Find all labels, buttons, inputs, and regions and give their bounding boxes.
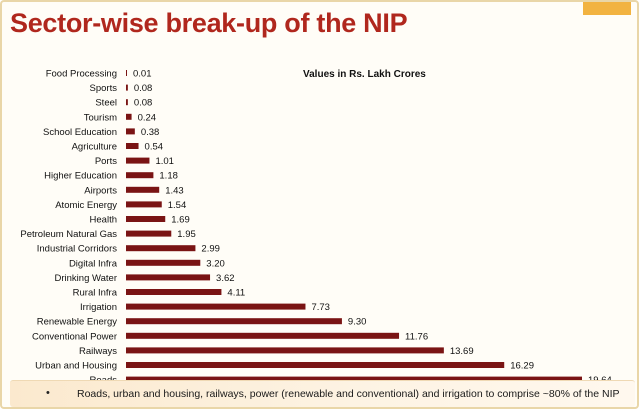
bar-railways bbox=[126, 347, 444, 354]
category-label-drinking-water: Drinking Water bbox=[55, 273, 117, 284]
bar-roads bbox=[126, 376, 582, 383]
category-label-irrigation: Irrigation bbox=[80, 302, 117, 313]
footer-text: Roads, urban and housing, railways, powe… bbox=[77, 388, 620, 400]
category-label-renewable-energy: Renewable Energy bbox=[37, 317, 118, 328]
value-label-drinking-water: 3.62 bbox=[216, 273, 235, 284]
value-label-digital-infra: 3.20 bbox=[206, 258, 225, 269]
bar-airports bbox=[126, 186, 160, 193]
bar-petroleum-natural-gas bbox=[126, 230, 172, 237]
category-label-digital-infra: Digital Infra bbox=[69, 258, 118, 269]
category-label-railways: Railways bbox=[79, 346, 117, 357]
bar-tourism bbox=[126, 113, 132, 120]
value-label-petroleum-natural-gas: 1.95 bbox=[177, 229, 196, 240]
value-label-food-processing: 0.01 bbox=[133, 69, 152, 80]
category-label-higher-education: Higher Education bbox=[44, 171, 117, 182]
category-label-rural-infra: Rural Infra bbox=[73, 288, 118, 299]
category-label-school-education: School Education bbox=[43, 127, 117, 138]
bar-irrigation bbox=[126, 303, 306, 310]
bar-health bbox=[126, 216, 166, 222]
bar-renewable-energy bbox=[126, 318, 342, 325]
value-label-rural-infra: 4.11 bbox=[227, 288, 245, 299]
category-label-petroleum-natural-gas: Petroleum Natural Gas bbox=[20, 229, 117, 240]
category-label-agriculture: Agriculture bbox=[72, 142, 117, 153]
category-label-industrial-corridors: Industrial Corridors bbox=[37, 244, 117, 255]
value-label-health: 1.69 bbox=[171, 215, 190, 226]
value-label-conventional-power: 11.76 bbox=[405, 331, 428, 342]
value-label-industrial-corridors: 2.99 bbox=[201, 244, 220, 255]
bar-ports bbox=[126, 157, 150, 164]
value-label-sports: 0.08 bbox=[134, 83, 153, 94]
value-label-urban-and-housing: 16.29 bbox=[510, 361, 534, 372]
category-label-ports: Ports bbox=[95, 156, 117, 167]
corner-accent bbox=[583, 2, 631, 15]
bar-urban-and-housing bbox=[126, 362, 505, 368]
bar-industrial-corridors bbox=[126, 245, 196, 252]
bar-food-processing bbox=[126, 70, 127, 76]
category-label-sports: Sports bbox=[90, 83, 118, 94]
value-label-higher-education: 1.18 bbox=[159, 171, 178, 182]
category-label-atomic-energy: Atomic Energy bbox=[55, 200, 117, 211]
value-label-tourism: 0.24 bbox=[138, 112, 157, 123]
category-label-urban-and-housing: Urban and Housing bbox=[35, 361, 117, 372]
value-label-railways: 13.69 bbox=[450, 346, 474, 357]
category-label-food-processing: Food Processing bbox=[46, 69, 117, 80]
category-label-airports: Airports bbox=[84, 185, 117, 196]
bar-agriculture bbox=[126, 143, 139, 149]
bar-steel bbox=[126, 99, 128, 106]
category-label-steel: Steel bbox=[95, 98, 117, 109]
bar-conventional-power bbox=[126, 332, 400, 339]
value-label-school-education: 0.38 bbox=[141, 127, 160, 138]
bar-sports bbox=[126, 84, 128, 91]
bar-school-education bbox=[126, 128, 135, 135]
bar-digital-infra bbox=[126, 259, 201, 266]
value-label-airports: 1.43 bbox=[165, 185, 184, 196]
bar-higher-education bbox=[126, 172, 154, 179]
value-label-steel: 0.08 bbox=[134, 98, 153, 109]
bullet-icon: • bbox=[46, 387, 50, 399]
units-note: Values in Rs. Lakh Crores bbox=[303, 69, 426, 80]
footer-banner: • Roads, urban and housing, railways, po… bbox=[10, 380, 635, 407]
bar-rural-infra bbox=[126, 289, 222, 295]
bar-atomic-energy bbox=[126, 201, 162, 208]
bar-drinking-water bbox=[126, 274, 211, 281]
slide-title: Sector-wise break-up of the NIP bbox=[10, 8, 408, 38]
value-label-ports: 1.01 bbox=[155, 156, 174, 167]
category-label-health: Health bbox=[90, 215, 117, 226]
value-label-agriculture: 0.54 bbox=[145, 142, 164, 153]
category-label-tourism: Tourism bbox=[84, 112, 117, 123]
value-label-renewable-energy: 9.30 bbox=[348, 317, 367, 328]
value-label-atomic-energy: 1.54 bbox=[168, 200, 187, 211]
value-label-irrigation: 7.73 bbox=[311, 302, 330, 313]
category-label-conventional-power: Conventional Power bbox=[32, 331, 117, 342]
